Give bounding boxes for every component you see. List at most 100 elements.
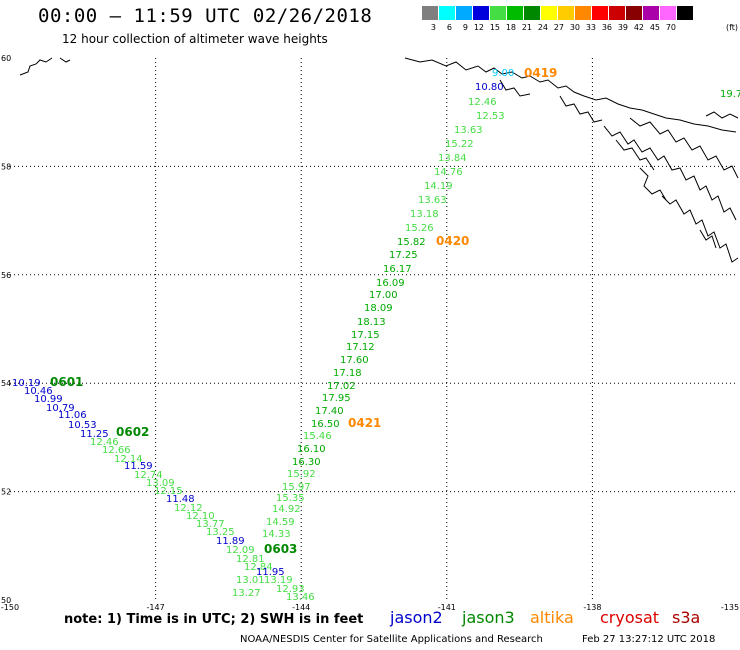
coastline: [19, 57, 739, 263]
swh-label: 15.46: [303, 431, 332, 442]
swh-label: 15.22: [445, 139, 474, 150]
time-label: 0602: [116, 425, 149, 439]
satellite-cryosat: cryosat: [600, 608, 660, 627]
legend-label: 30: [569, 23, 580, 32]
swh-label: 18.13: [357, 317, 386, 328]
swh-label: 13.27: [232, 588, 261, 599]
legend-label: 27: [553, 23, 564, 32]
legend-swatch: [558, 6, 575, 20]
swh-label: 15.82: [397, 237, 426, 248]
page-title: 00:00 – 11:59 UTC 02/26/2018: [38, 5, 373, 27]
legend-swatch: [575, 6, 592, 20]
swh-label: 15.35: [276, 493, 305, 504]
legend-label: 36: [601, 23, 612, 32]
legend-label: 33: [585, 23, 596, 32]
swh-label: 16.50: [311, 419, 340, 430]
swh-label: 17.40: [315, 406, 344, 417]
swh-label: 14.33: [262, 529, 291, 540]
swh-label: 10.99: [34, 394, 63, 405]
swh-label: 11.25: [80, 429, 109, 440]
swh-label: 12.53: [476, 111, 505, 122]
legend-labels: 3 6 9 12 15 18 21 24 27 30 33 36 39 42 45 70: [422, 23, 694, 32]
swh-label: 14.92: [272, 504, 301, 515]
legend-swatch: [490, 6, 507, 20]
swh-label: 13.77: [196, 519, 225, 530]
legend-swatch: [626, 6, 643, 20]
legend-label: 24: [537, 23, 548, 32]
swh-label: 12.93: [276, 584, 305, 595]
time-label: 0421: [348, 416, 381, 430]
legend-swatch: [422, 6, 439, 20]
legend-swatch: [592, 6, 609, 20]
swh-label: 15.92: [287, 469, 316, 480]
footer-timestamp: Feb 27 13:27:12 UTC 2018: [582, 634, 716, 645]
swh-label: 17.25: [389, 250, 418, 261]
legend-label: 15: [489, 23, 500, 32]
satellite-altika: altika: [530, 608, 574, 627]
legend-swatch: [439, 6, 456, 20]
swh-label: 12.46: [468, 97, 497, 108]
swh-label: 12.12: [174, 503, 203, 514]
legend-swatch: [609, 6, 626, 20]
lat-tick-label: 58: [1, 162, 11, 171]
swh-label: 16.17: [383, 264, 412, 275]
lat-tick-label: 60: [1, 54, 11, 63]
legend-swatch: [677, 6, 694, 20]
swh-label: 10.80: [475, 82, 504, 93]
swh-label: 13.25: [206, 527, 235, 538]
swh-label: 17.60: [340, 355, 369, 366]
swh-label: 13.01: [236, 575, 265, 586]
swh-label: 13.84: [438, 153, 467, 164]
swh-label: 17.15: [351, 330, 380, 341]
time-label: 0601: [50, 375, 83, 389]
swh-label: 13.19: [264, 575, 293, 586]
satellite-jason2: jason2: [390, 608, 443, 627]
swh-label: 11.89: [216, 536, 245, 547]
swh-label: 12.10: [186, 511, 215, 522]
swh-label: 12.66: [102, 445, 131, 456]
swh-label: 17.12: [346, 342, 375, 353]
swh-label: 14.19: [424, 181, 453, 192]
lon-tick-label: -135: [721, 603, 739, 612]
swh-label: 10.19: [12, 378, 41, 389]
time-label: 0419: [524, 66, 557, 80]
swh-label: 13.63: [454, 125, 483, 136]
legend-swatch: [507, 6, 524, 20]
swh-label: 12.09: [226, 545, 255, 556]
legend-label: 9: [462, 23, 468, 32]
swh-label: 15.26: [405, 223, 434, 234]
swh-label: 15.97: [282, 482, 311, 493]
satellite-s3a: s3a: [672, 608, 701, 627]
legend-label: 39: [617, 23, 628, 32]
swh-label: 12.84: [244, 562, 273, 573]
swh-label: 13.46: [286, 592, 315, 603]
swh-label: 12.81: [236, 554, 265, 565]
swh-label: 12.74: [134, 470, 163, 481]
legend-swatches: [422, 6, 694, 20]
lon-tick-label: -147: [147, 603, 165, 612]
swh-label: 17.00: [369, 290, 398, 301]
legend-swatch: [643, 6, 660, 20]
legend-unit: (ft): [726, 23, 739, 32]
legend-swatch: [660, 6, 677, 20]
swh-label: 10.46: [24, 386, 53, 397]
swh-label: 14.59: [266, 517, 295, 528]
legend-swatch: [473, 6, 490, 20]
swh-label: 11.06: [58, 410, 87, 421]
swh-label: 12.14: [114, 454, 143, 465]
swh-label: 14.76: [434, 167, 463, 178]
swh-label: 16.09: [376, 278, 405, 289]
lon-tick-label: -144: [292, 603, 310, 612]
page-subtitle: 12 hour collection of altimeter wave hei…: [62, 32, 328, 46]
legend-swatch: [524, 6, 541, 20]
swh-label: 11.59: [124, 461, 153, 472]
lat-tick-label: 56: [1, 271, 11, 280]
legend-label: 42: [633, 23, 644, 32]
lat-tick-label: 50: [1, 596, 11, 605]
swh-label: 13.63: [418, 195, 447, 206]
lat-tick-label: 54: [1, 379, 11, 388]
swh-label: 10.79: [46, 403, 75, 414]
axis-ticks: -150 -147 -144 -141 -138 -135 60 58 56 54 52 50: [1, 54, 739, 612]
swh-label: 10.53: [68, 420, 97, 431]
